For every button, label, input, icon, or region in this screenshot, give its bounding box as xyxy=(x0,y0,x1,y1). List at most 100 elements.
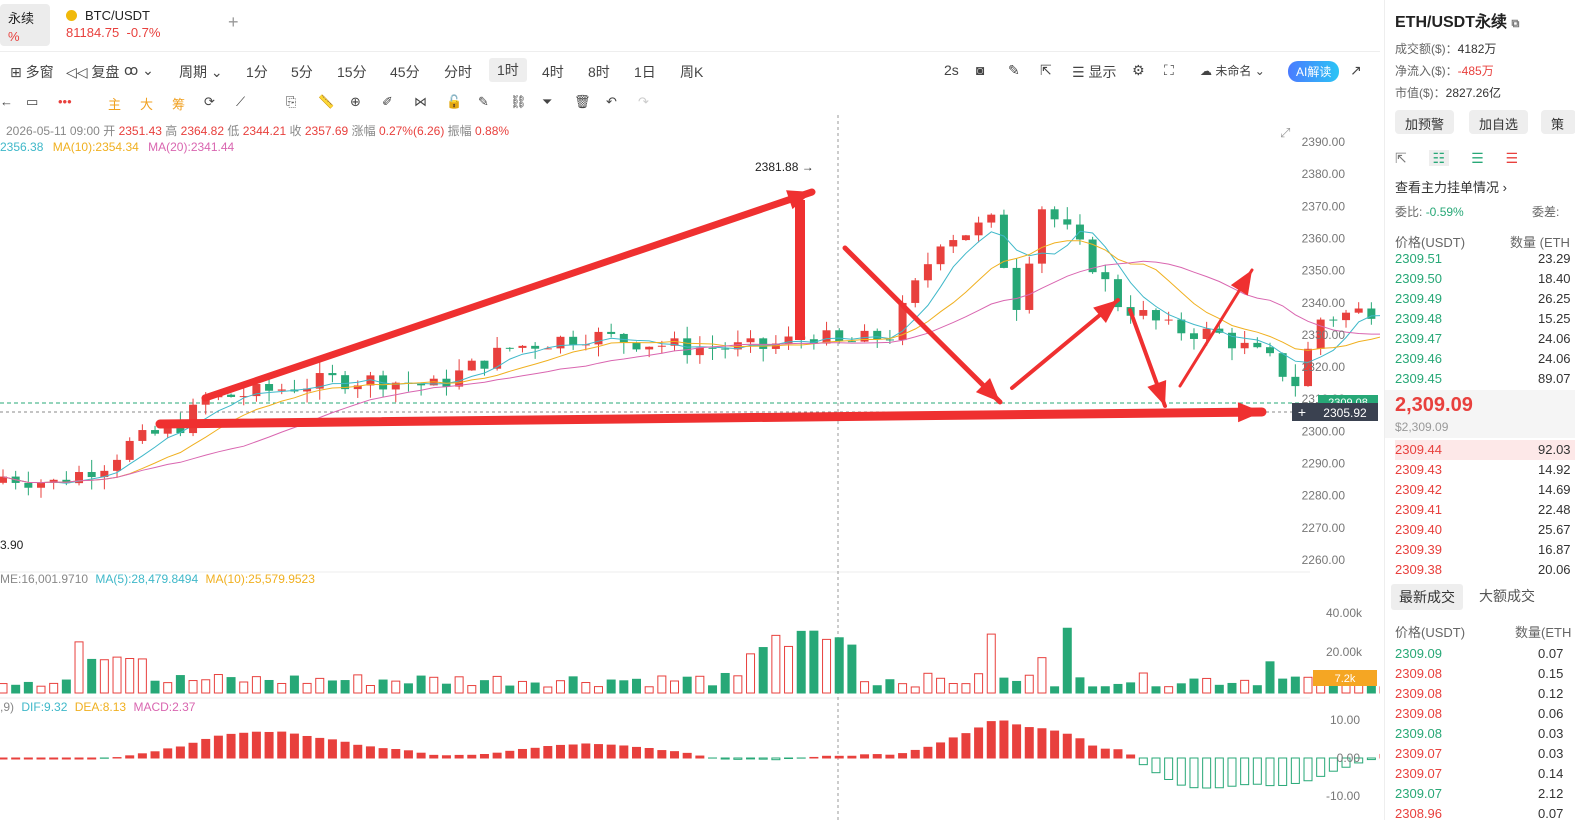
orderbook-row[interactable]: 2309.09 0.07 xyxy=(1395,644,1575,664)
candle-body xyxy=(1329,319,1338,321)
candle-body xyxy=(949,240,958,247)
orderbook-row[interactable]: 2309.51 23.29 xyxy=(1395,249,1575,269)
orderbook-row[interactable]: 2309.44 92.03 xyxy=(1395,440,1575,460)
dots-tool-icon[interactable]: ••• xyxy=(58,94,72,109)
macd-bar xyxy=(315,737,325,759)
orderbook-row[interactable]: 2308.96 0.07 xyxy=(1395,804,1575,820)
measure-tool-icon[interactable]: ⟋ xyxy=(236,94,246,109)
interval-label[interactable]: 2s xyxy=(944,62,959,78)
camera-icon[interactable]: ◙ xyxy=(976,62,985,78)
chips-button[interactable]: 筹 xyxy=(172,97,186,112)
lock-tool-icon[interactable]: 🔓 xyxy=(446,94,463,109)
period-15m[interactable]: 15分 xyxy=(337,64,367,80)
period-dropdown[interactable]: 周期 ⌄ xyxy=(179,64,223,80)
pen-icon[interactable]: ✎ xyxy=(1008,62,1020,78)
orderbook-row[interactable]: 2309.39 16.87 xyxy=(1395,540,1575,560)
row-qty: 14.92 xyxy=(1538,462,1571,477)
tab-btc-usdt[interactable]: BTC/USDT 81184.75 -0.7% xyxy=(58,4,218,46)
period-1d[interactable]: 1日 xyxy=(634,64,656,80)
layout-dropdown[interactable]: ☁ 未命名 ⌄ xyxy=(1200,64,1265,78)
add-tab-icon[interactable]: + xyxy=(228,12,239,32)
period-1m[interactable]: 1分 xyxy=(246,64,268,80)
orderbook-row[interactable]: 2309.07 2.12 xyxy=(1395,784,1575,804)
orderbook-row[interactable]: 2309.45 89.07 xyxy=(1395,369,1575,389)
row-price: 2309.48 xyxy=(1395,311,1442,326)
brush-tool-icon[interactable]: ✐ xyxy=(382,94,393,109)
copy-tool-icon[interactable]: ⎘ xyxy=(286,94,297,109)
filter-tool-icon[interactable]: ⏷ xyxy=(542,94,553,109)
period-timeline[interactable]: 分时 xyxy=(444,64,472,80)
period-45m[interactable]: 45分 xyxy=(390,64,420,80)
fullscreen-icon[interactable]: ⛶ xyxy=(1164,62,1174,78)
orderbook-row[interactable]: 2309.07 0.14 xyxy=(1395,764,1575,784)
orderbook-row[interactable]: 2309.47 24.06 xyxy=(1395,329,1575,349)
period-4h[interactable]: 4时 xyxy=(542,64,564,80)
undo-icon[interactable]: ↶ xyxy=(606,94,617,109)
volume-bar xyxy=(327,680,337,694)
row-price: 2309.44 xyxy=(1395,442,1442,457)
export-book-icon[interactable]: ⇱ xyxy=(1395,150,1407,166)
orderbook-row[interactable]: 2309.08 0.15 xyxy=(1395,664,1575,684)
redo-icon[interactable]: ↷ xyxy=(638,94,649,109)
orderbook-row[interactable]: 2309.48 15.25 xyxy=(1395,309,1575,329)
price-axis-label: 2370.00 xyxy=(1302,199,1346,213)
macd-bar xyxy=(682,752,692,759)
line-tool-icon[interactable]: ← xyxy=(0,94,13,109)
orderbook-row[interactable]: 2309.08 0.06 xyxy=(1395,704,1575,724)
edit-tool-icon[interactable]: ✎ xyxy=(478,94,489,109)
orderbook-row[interactable]: 2309.38 20.06 xyxy=(1395,560,1575,580)
orderbook-row[interactable]: 2309.07 0.03 xyxy=(1395,744,1575,764)
orderbook-row[interactable]: 2309.08 0.03 xyxy=(1395,724,1575,744)
rect-tool-icon[interactable]: ▭ xyxy=(26,94,39,109)
candlestick-chart[interactable]: 2381.88 → 3.90 ⤢ 2390.00 2380.00 2370.00 2360… xyxy=(0,115,1380,820)
orderbook-row[interactable]: 2309.50 18.40 xyxy=(1395,269,1575,289)
orderbook-row[interactable]: 2309.41 22.48 xyxy=(1395,500,1575,520)
orderbook-row[interactable]: 2309.42 14.69 xyxy=(1395,480,1575,500)
replay-button[interactable]: ◁◁ 复盘 xyxy=(66,64,120,80)
trend-arrow-drop-head xyxy=(1147,380,1167,406)
tab-latest-trades[interactable]: 最新成交 xyxy=(1391,584,1463,610)
macd-bar xyxy=(581,743,591,759)
period-8h[interactable]: 8时 xyxy=(588,64,610,80)
volume-bar xyxy=(87,658,97,694)
period-1h[interactable]: 1时 xyxy=(489,58,527,82)
orderbook-row[interactable]: 2309.43 14.92 xyxy=(1395,460,1575,480)
indicator-icon[interactable]: ꝏ ⌄ xyxy=(124,62,154,78)
link-tool-icon[interactable]: ⛓ xyxy=(510,94,527,109)
refresh-tool-icon[interactable]: ⟳ xyxy=(204,94,215,109)
big-order-button[interactable]: 大 xyxy=(140,97,154,112)
trash-icon[interactable]: 🗑 xyxy=(574,94,591,109)
export-icon[interactable]: ⇱ xyxy=(1040,62,1052,78)
book-bids-icon[interactable]: ☰ xyxy=(1471,150,1484,166)
candle-body xyxy=(100,470,109,478)
popout-icon[interactable]: ⧉ xyxy=(1511,18,1520,30)
display-button[interactable]: ☰ 显示 xyxy=(1072,64,1117,80)
book-asks-icon[interactable]: ☰ xyxy=(1505,150,1519,166)
main-orders-link[interactable]: 查看主力挂单情况 › xyxy=(1395,180,1507,195)
orderbook-row[interactable]: 2309.49 26.25 xyxy=(1395,289,1575,309)
tab-big-trades[interactable]: 大额成交 xyxy=(1479,588,1535,604)
add-watchlist-button[interactable]: 加自选 xyxy=(1469,110,1529,134)
volume-bar xyxy=(1176,683,1186,694)
main-force-button[interactable]: 主 xyxy=(108,97,122,112)
settings-icon[interactable]: ⚙ xyxy=(1132,62,1145,78)
multiwindow-button[interactable]: ⊞ 多窗 xyxy=(10,64,54,80)
share-icon[interactable]: ↗ xyxy=(1350,62,1362,78)
candle-body xyxy=(923,264,932,281)
period-weekly[interactable]: 周K xyxy=(680,64,704,80)
zoom-tool-icon[interactable]: ⊕ xyxy=(350,94,361,109)
tab-eth-perp[interactable]: 永续 % xyxy=(0,4,50,46)
ai-interpret-button[interactable]: AI解读 xyxy=(1288,61,1340,82)
row-qty: 0.03 xyxy=(1538,746,1564,761)
period-5m[interactable]: 5分 xyxy=(291,64,313,80)
orderbook-row[interactable]: 2309.08 0.12 xyxy=(1395,684,1575,704)
orderbook-row[interactable]: 2309.46 24.06 xyxy=(1395,349,1575,369)
magnet-tool-icon[interactable]: ⋈ xyxy=(414,94,427,109)
macd-bar xyxy=(479,754,489,759)
ruler-tool-icon[interactable]: 📏 xyxy=(318,94,335,109)
volume-bar xyxy=(378,679,388,694)
book-both-icon[interactable]: ☷ xyxy=(1428,150,1450,166)
add-alert-button[interactable]: 加预警 xyxy=(1395,110,1455,134)
strategy-button[interactable]: 策 xyxy=(1541,110,1575,134)
orderbook-row[interactable]: 2309.40 25.67 xyxy=(1395,520,1575,540)
